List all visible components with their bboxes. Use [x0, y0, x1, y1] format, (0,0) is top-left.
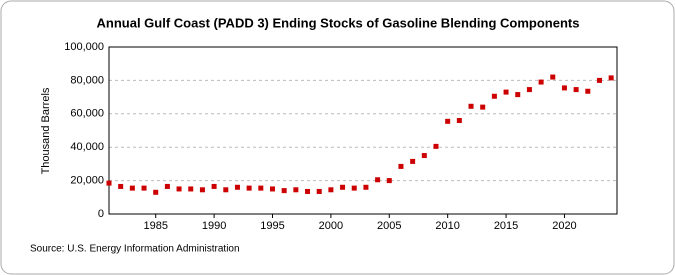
marker	[363, 184, 369, 190]
x-tick-label: 1990	[202, 220, 226, 232]
marker	[246, 185, 252, 191]
marker	[293, 187, 299, 193]
marker	[351, 185, 357, 191]
marker	[106, 180, 112, 186]
marker	[456, 117, 462, 123]
marker	[375, 177, 381, 183]
x-tick-label: 1995	[260, 220, 284, 232]
x-tick-label: 2000	[319, 220, 343, 232]
marker	[480, 104, 486, 110]
marker	[188, 186, 194, 192]
marker	[538, 79, 544, 85]
marker	[596, 77, 602, 83]
marker	[328, 187, 334, 193]
marker	[515, 92, 521, 98]
marker	[550, 74, 556, 80]
marker	[305, 188, 311, 194]
y-axis-label: Thousand Barrels	[40, 87, 52, 174]
marker	[398, 163, 404, 169]
marker	[258, 185, 264, 191]
marker	[141, 185, 147, 191]
marker	[211, 183, 217, 189]
y-tick-label: 100,000	[64, 41, 104, 53]
marker	[316, 188, 322, 194]
marker	[269, 186, 275, 192]
marker	[386, 178, 392, 184]
marker	[561, 85, 567, 91]
marker	[433, 143, 439, 149]
marker	[410, 158, 416, 164]
y-tick-label: 80,000	[70, 74, 104, 86]
marker	[608, 75, 614, 81]
marker	[164, 183, 170, 189]
marker	[234, 184, 240, 190]
x-tick-label: 2010	[435, 220, 459, 232]
marker	[573, 87, 579, 93]
y-tick-label: 40,000	[70, 141, 104, 153]
marker	[118, 183, 124, 189]
x-tick-label: 1985	[143, 220, 167, 232]
source-note: Source: U.S. Energy Information Administ…	[30, 244, 240, 255]
x-tick-label: 2020	[552, 220, 576, 232]
marker	[153, 189, 159, 195]
marker	[468, 103, 474, 109]
marker	[491, 93, 497, 99]
marker	[503, 89, 509, 95]
marker	[421, 153, 427, 159]
y-tick-label: 60,000	[70, 108, 104, 120]
marker	[526, 87, 532, 93]
marker	[585, 88, 591, 94]
y-tick-label: 0	[98, 208, 104, 220]
marker	[129, 185, 135, 191]
marker	[176, 186, 182, 192]
x-tick-label: 2015	[494, 220, 518, 232]
marker	[340, 184, 346, 190]
marker	[199, 187, 205, 193]
marker	[445, 118, 451, 124]
y-tick-label: 20,000	[70, 175, 104, 187]
marker	[223, 187, 229, 193]
marker	[281, 188, 287, 194]
plot-border	[108, 46, 618, 215]
chart-title: Annual Gulf Coast (PADD 3) Ending Stocks…	[97, 15, 580, 30]
x-tick-label: 2005	[377, 220, 401, 232]
